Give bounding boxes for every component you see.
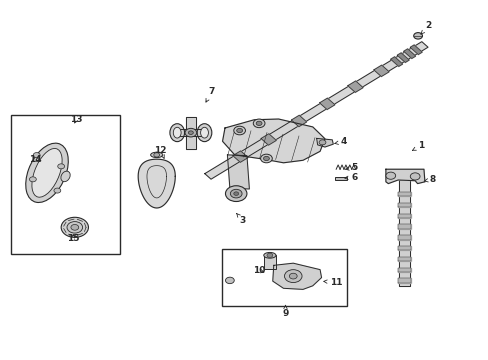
Circle shape	[263, 156, 269, 161]
Ellipse shape	[150, 152, 163, 158]
Text: 14: 14	[29, 155, 42, 164]
Ellipse shape	[32, 148, 62, 197]
Ellipse shape	[169, 124, 184, 141]
Circle shape	[54, 188, 61, 193]
Circle shape	[319, 140, 325, 145]
Polygon shape	[385, 169, 424, 184]
Circle shape	[61, 217, 88, 237]
Polygon shape	[403, 49, 415, 58]
Text: 9: 9	[282, 305, 288, 318]
Polygon shape	[409, 45, 421, 54]
Polygon shape	[261, 134, 276, 145]
Circle shape	[225, 186, 246, 202]
Text: 4: 4	[334, 137, 346, 146]
Polygon shape	[347, 81, 363, 93]
Circle shape	[284, 270, 302, 283]
Circle shape	[233, 126, 245, 135]
Polygon shape	[177, 129, 204, 136]
Text: 3: 3	[236, 213, 245, 225]
Text: 11: 11	[323, 278, 342, 287]
Circle shape	[413, 33, 422, 39]
Circle shape	[188, 131, 193, 134]
Circle shape	[385, 172, 395, 179]
Polygon shape	[316, 138, 332, 147]
Text: 6: 6	[344, 173, 357, 182]
Polygon shape	[222, 119, 325, 163]
Text: 15: 15	[66, 234, 79, 243]
Polygon shape	[397, 267, 410, 272]
Text: 7: 7	[205, 86, 215, 102]
Text: 5: 5	[345, 163, 357, 172]
Polygon shape	[227, 155, 249, 189]
Polygon shape	[204, 42, 427, 179]
Ellipse shape	[61, 171, 70, 182]
Text: 10: 10	[252, 266, 265, 275]
Polygon shape	[397, 203, 410, 207]
Text: 13: 13	[70, 115, 82, 124]
Circle shape	[289, 273, 297, 279]
Text: 2: 2	[420, 21, 431, 34]
Bar	[334, 177, 346, 180]
Polygon shape	[185, 136, 195, 149]
Polygon shape	[291, 115, 306, 127]
Polygon shape	[396, 53, 408, 62]
Ellipse shape	[26, 143, 68, 202]
Ellipse shape	[263, 252, 275, 258]
Polygon shape	[397, 214, 410, 218]
Bar	[264, 255, 276, 269]
Text: 12: 12	[154, 146, 166, 158]
Circle shape	[33, 153, 40, 158]
Ellipse shape	[197, 124, 211, 141]
Circle shape	[184, 129, 196, 137]
Polygon shape	[398, 180, 409, 286]
Circle shape	[236, 129, 242, 133]
Text: 8: 8	[423, 175, 435, 184]
Polygon shape	[138, 159, 175, 208]
Polygon shape	[397, 257, 410, 261]
Circle shape	[58, 164, 64, 169]
Circle shape	[230, 189, 242, 198]
Circle shape	[233, 192, 238, 195]
Circle shape	[67, 222, 82, 233]
Circle shape	[71, 225, 79, 230]
Polygon shape	[272, 263, 321, 289]
Polygon shape	[397, 192, 410, 197]
Polygon shape	[397, 246, 410, 250]
Polygon shape	[185, 117, 195, 129]
Bar	[11, 116, 120, 253]
Circle shape	[225, 277, 234, 284]
Circle shape	[409, 173, 419, 180]
Circle shape	[154, 153, 159, 157]
Circle shape	[29, 177, 36, 182]
Bar	[221, 249, 346, 306]
Circle shape	[260, 154, 272, 163]
Ellipse shape	[200, 127, 208, 138]
Polygon shape	[319, 98, 334, 109]
Polygon shape	[397, 235, 410, 239]
Text: 1: 1	[411, 141, 423, 150]
Polygon shape	[397, 278, 410, 283]
Ellipse shape	[173, 127, 181, 138]
Circle shape	[256, 121, 262, 126]
Polygon shape	[390, 57, 402, 66]
Polygon shape	[373, 65, 388, 77]
Polygon shape	[232, 151, 247, 162]
Circle shape	[266, 253, 272, 257]
Polygon shape	[397, 225, 410, 229]
Circle shape	[253, 119, 264, 128]
